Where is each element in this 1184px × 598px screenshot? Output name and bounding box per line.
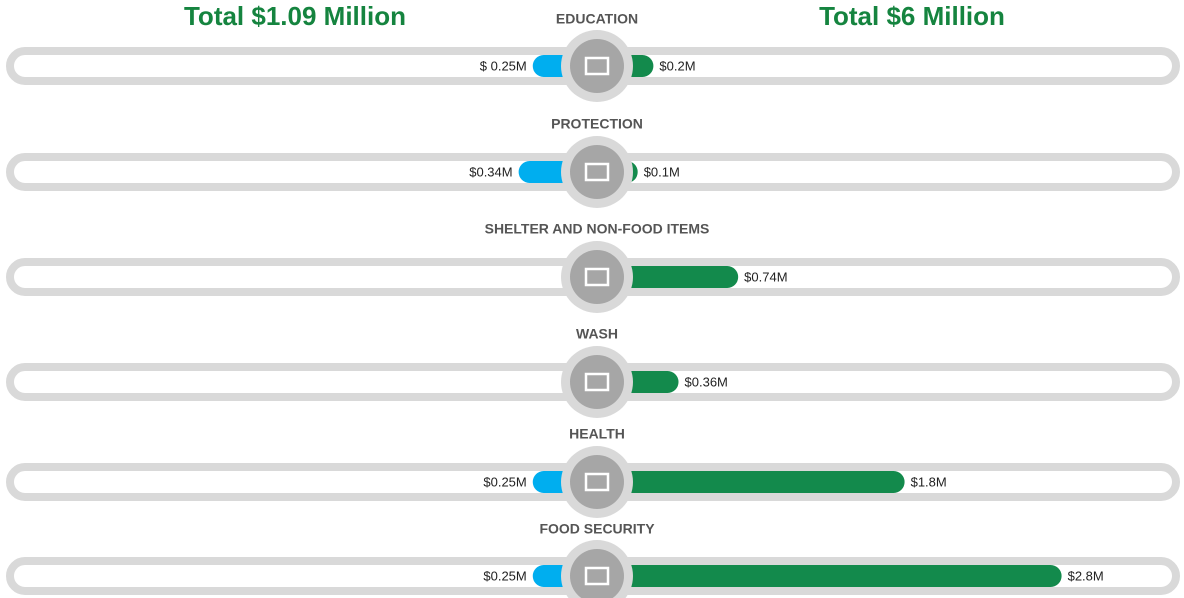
value-label: $ 0.25M (480, 58, 527, 73)
value-label: $0.2M (659, 58, 695, 73)
bar (622, 266, 739, 288)
icon-bg (570, 455, 624, 509)
category-label: EDUCATION (556, 11, 638, 27)
icon (584, 566, 610, 586)
icon-bg (570, 355, 624, 409)
icon (584, 162, 610, 182)
value-label: $0.34M (469, 164, 512, 179)
icon (584, 372, 610, 392)
category-label: SHELTER AND NON-FOOD ITEMS (485, 221, 710, 237)
value-label: $0.1M (644, 164, 680, 179)
value-label: $0.36M (685, 374, 728, 389)
bar (518, 161, 572, 183)
category-label: FOOD SECURITY (539, 521, 655, 537)
right-total: Total $6 Million (819, 1, 1005, 31)
value-label: $0.74M (744, 269, 787, 284)
bar (622, 471, 905, 493)
value-label: $1.8M (911, 474, 947, 489)
category-label: PROTECTION (551, 116, 643, 132)
icon-bg (570, 39, 624, 93)
bar (622, 565, 1062, 587)
left-total: Total $1.09 Million (184, 1, 406, 31)
value-label: $2.8M (1068, 568, 1104, 583)
value-label: $0.25M (483, 474, 526, 489)
icon (584, 267, 610, 287)
icon (584, 472, 610, 492)
value-label: $0.25M (483, 568, 526, 583)
category-label: WASH (576, 326, 618, 342)
bar (622, 371, 679, 393)
category-label: HEALTH (569, 426, 625, 442)
icon (584, 56, 610, 76)
icon-bg (570, 250, 624, 304)
icon-bg (570, 549, 624, 598)
icon-bg (570, 145, 624, 199)
